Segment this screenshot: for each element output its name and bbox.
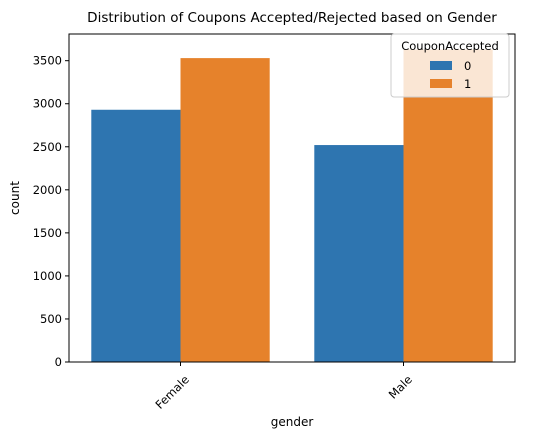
legend-label-0: 0 <box>464 59 471 73</box>
x-tick-label: Male <box>386 372 415 401</box>
legend-title: CouponAccepted <box>401 39 499 53</box>
chart-title: Distribution of Coupons Accepted/Rejecte… <box>87 10 497 26</box>
legend-swatch-1 <box>430 79 452 88</box>
y-tick-label: 1500 <box>33 226 62 240</box>
y-tick-label: 2500 <box>33 140 62 154</box>
bar-male-series-0 <box>314 145 404 362</box>
legend-swatch-0 <box>430 61 452 70</box>
legend-label-1: 1 <box>464 77 471 91</box>
x-axis-label: gender <box>271 415 314 429</box>
y-tick-label: 0 <box>55 355 62 369</box>
y-axis-label: count <box>8 181 22 215</box>
bar-male-series-1 <box>403 49 493 362</box>
bar-female-series-0 <box>91 109 181 362</box>
y-tick-label: 3500 <box>33 54 62 68</box>
bar-female-series-1 <box>180 58 270 363</box>
y-tick-label: 2000 <box>33 183 62 197</box>
y-tick-label: 500 <box>40 312 62 326</box>
bars-layer <box>91 49 493 363</box>
y-tick-label: 3000 <box>33 97 62 111</box>
y-tick-label: 1000 <box>33 269 62 283</box>
plot-frame <box>68 33 516 363</box>
legend: CouponAccepted 0 1 <box>390 33 510 98</box>
x-tick-label: Female <box>153 372 192 411</box>
